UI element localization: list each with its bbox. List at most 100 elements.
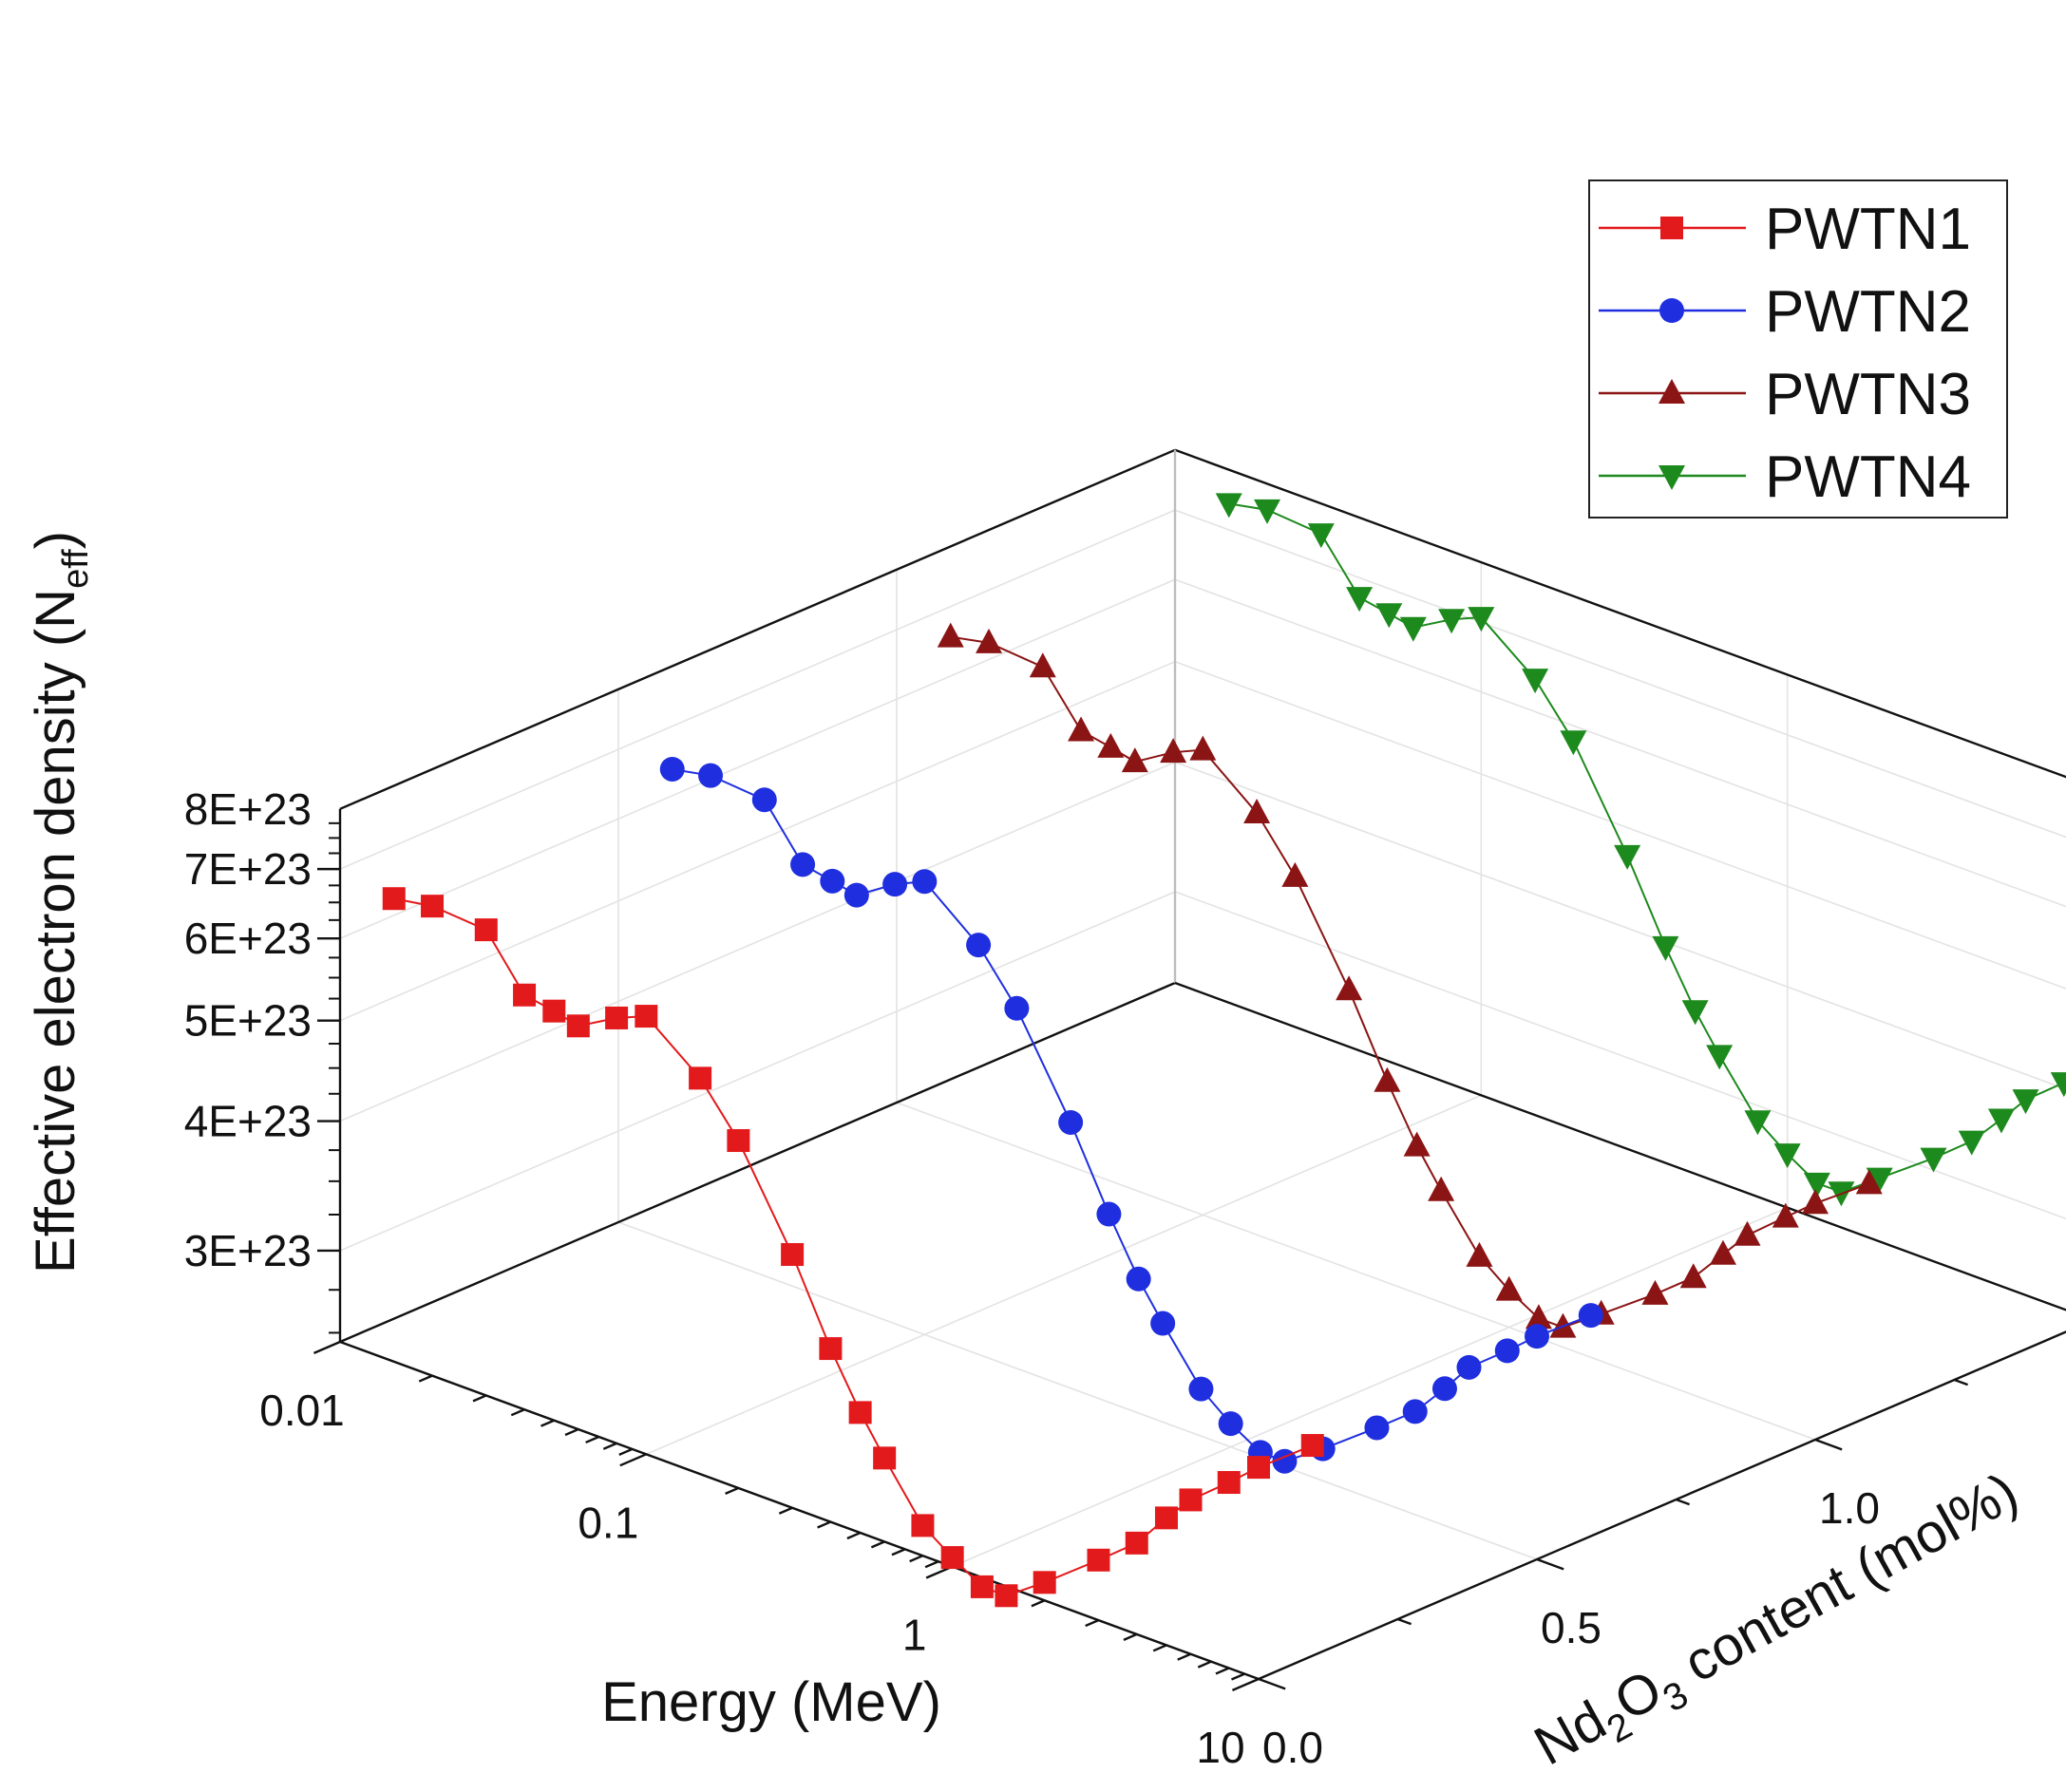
data-point xyxy=(1679,1263,1707,1289)
series-layer xyxy=(382,493,2066,1608)
energy-minor-tick xyxy=(1197,1660,1212,1669)
data-point xyxy=(1004,995,1030,1021)
data-point xyxy=(976,628,1003,653)
back-wall-grid-horizontal xyxy=(1174,578,2066,908)
data-point xyxy=(1374,1066,1401,1092)
data-point xyxy=(1218,1411,1243,1437)
energy-minor-tick xyxy=(540,1419,555,1427)
series-PWTN1 xyxy=(382,887,1324,1608)
data-point xyxy=(1641,1279,1669,1305)
data-point xyxy=(1734,1220,1761,1246)
series-PWTN4 xyxy=(1215,493,2066,1207)
data-point xyxy=(1578,1303,1603,1329)
data-point xyxy=(848,1401,872,1424)
legend-item: PWTN2 xyxy=(1599,279,1971,345)
energy-minor-tick xyxy=(924,1560,939,1569)
energy-tick-label: 0.01 xyxy=(259,1386,345,1435)
data-point xyxy=(882,872,908,897)
z-minor-tick xyxy=(1954,1378,1968,1386)
legend-label: PWTN1 xyxy=(1765,197,1971,262)
back-wall-grid-horizontal xyxy=(1174,660,2066,990)
z-minor-tick xyxy=(1397,1617,1412,1626)
floor-edge-left xyxy=(339,981,1176,1344)
data-point xyxy=(1920,1147,1947,1173)
data-point xyxy=(1375,603,1403,629)
y-tick-label: 3E+23 xyxy=(184,1226,312,1275)
data-point xyxy=(1346,587,1374,613)
y-tick-label: 6E+23 xyxy=(184,914,312,963)
legend-marker xyxy=(1659,298,1684,323)
data-point xyxy=(1125,1531,1148,1555)
data-point xyxy=(1706,1045,1734,1070)
data-point xyxy=(1456,1354,1482,1380)
energy-minor-tick xyxy=(891,1548,906,1556)
series-PWTN3 xyxy=(937,622,1883,1338)
data-point xyxy=(873,1446,897,1470)
energy-major-tick xyxy=(619,1453,647,1467)
floor-edge-back xyxy=(1174,981,2066,1311)
y-tick-label: 7E+23 xyxy=(184,844,312,894)
energy-tick-label: 1 xyxy=(902,1611,927,1660)
data-point xyxy=(1217,1471,1241,1495)
data-point xyxy=(995,1584,1018,1608)
data-point xyxy=(1428,1176,1455,1201)
data-point xyxy=(1243,799,1271,824)
data-point xyxy=(382,887,406,911)
energy-minor-tick xyxy=(1177,1652,1191,1661)
legend-label: PWTN2 xyxy=(1765,279,1971,345)
data-point xyxy=(1096,1201,1122,1227)
z-minor-tick xyxy=(1676,1498,1690,1506)
energy-minor-tick xyxy=(510,1408,525,1417)
data-point xyxy=(727,1129,750,1153)
data-point xyxy=(659,756,685,782)
data-point xyxy=(966,933,992,958)
data-point xyxy=(1300,1434,1324,1458)
data-point xyxy=(513,983,537,1007)
data-point xyxy=(1773,1143,1801,1169)
data-point xyxy=(1403,1131,1431,1157)
data-point xyxy=(1525,1304,1552,1330)
z-tick-label: 0.5 xyxy=(1541,1603,1602,1652)
data-point xyxy=(2012,1089,2039,1115)
z-tick-label: 1.0 xyxy=(1819,1483,1880,1533)
legend-marker xyxy=(1658,465,1685,490)
data-point xyxy=(1431,1376,1457,1402)
back-wall-grid-horizontal xyxy=(1174,761,2066,1090)
data-point xyxy=(751,787,777,813)
energy-tick-label: 10 xyxy=(1196,1723,1244,1772)
energy-minor-tick xyxy=(418,1374,433,1383)
data-point xyxy=(1121,747,1148,773)
energy-minor-tick xyxy=(870,1540,885,1549)
data-point xyxy=(1033,1571,1056,1594)
data-point xyxy=(421,895,445,918)
tick-layer: 3E+23 4E+23 5E+23 6E+23 7E+23 8E+23 0.01 0.1 1 10… xyxy=(184,784,1968,1772)
legend-item: PWTN4 xyxy=(1599,444,1971,510)
energy-minor-tick xyxy=(1085,1619,1099,1628)
data-point xyxy=(1402,1399,1428,1424)
z-major-tick xyxy=(1536,1557,1564,1571)
legend-marker xyxy=(1660,217,1683,239)
data-point xyxy=(605,1006,629,1029)
data-point xyxy=(1522,669,1549,694)
floor-grid-z xyxy=(617,1221,1538,1560)
data-point xyxy=(1068,716,1095,742)
data-point xyxy=(1126,1266,1151,1292)
data-point xyxy=(1154,1506,1178,1530)
data-point xyxy=(1652,935,1679,961)
data-point xyxy=(1494,1338,1520,1364)
energy-minor-tick xyxy=(1123,1632,1138,1641)
energy-minor-tick xyxy=(1215,1667,1230,1675)
back-wall-grid-horizontal xyxy=(1174,509,2066,839)
energy-minor-tick xyxy=(846,1531,862,1540)
data-point xyxy=(1958,1130,1985,1156)
data-point xyxy=(1215,493,1242,519)
data-point xyxy=(1281,861,1309,887)
legend-marker xyxy=(1658,379,1685,404)
legend-item: PWTN3 xyxy=(1599,362,1971,427)
data-point xyxy=(1254,499,1281,524)
back-wall-grid-horizontal xyxy=(1174,891,2066,1220)
side-wall-grid-horizontal xyxy=(339,891,1176,1252)
data-point xyxy=(698,763,724,788)
data-point xyxy=(937,622,964,648)
